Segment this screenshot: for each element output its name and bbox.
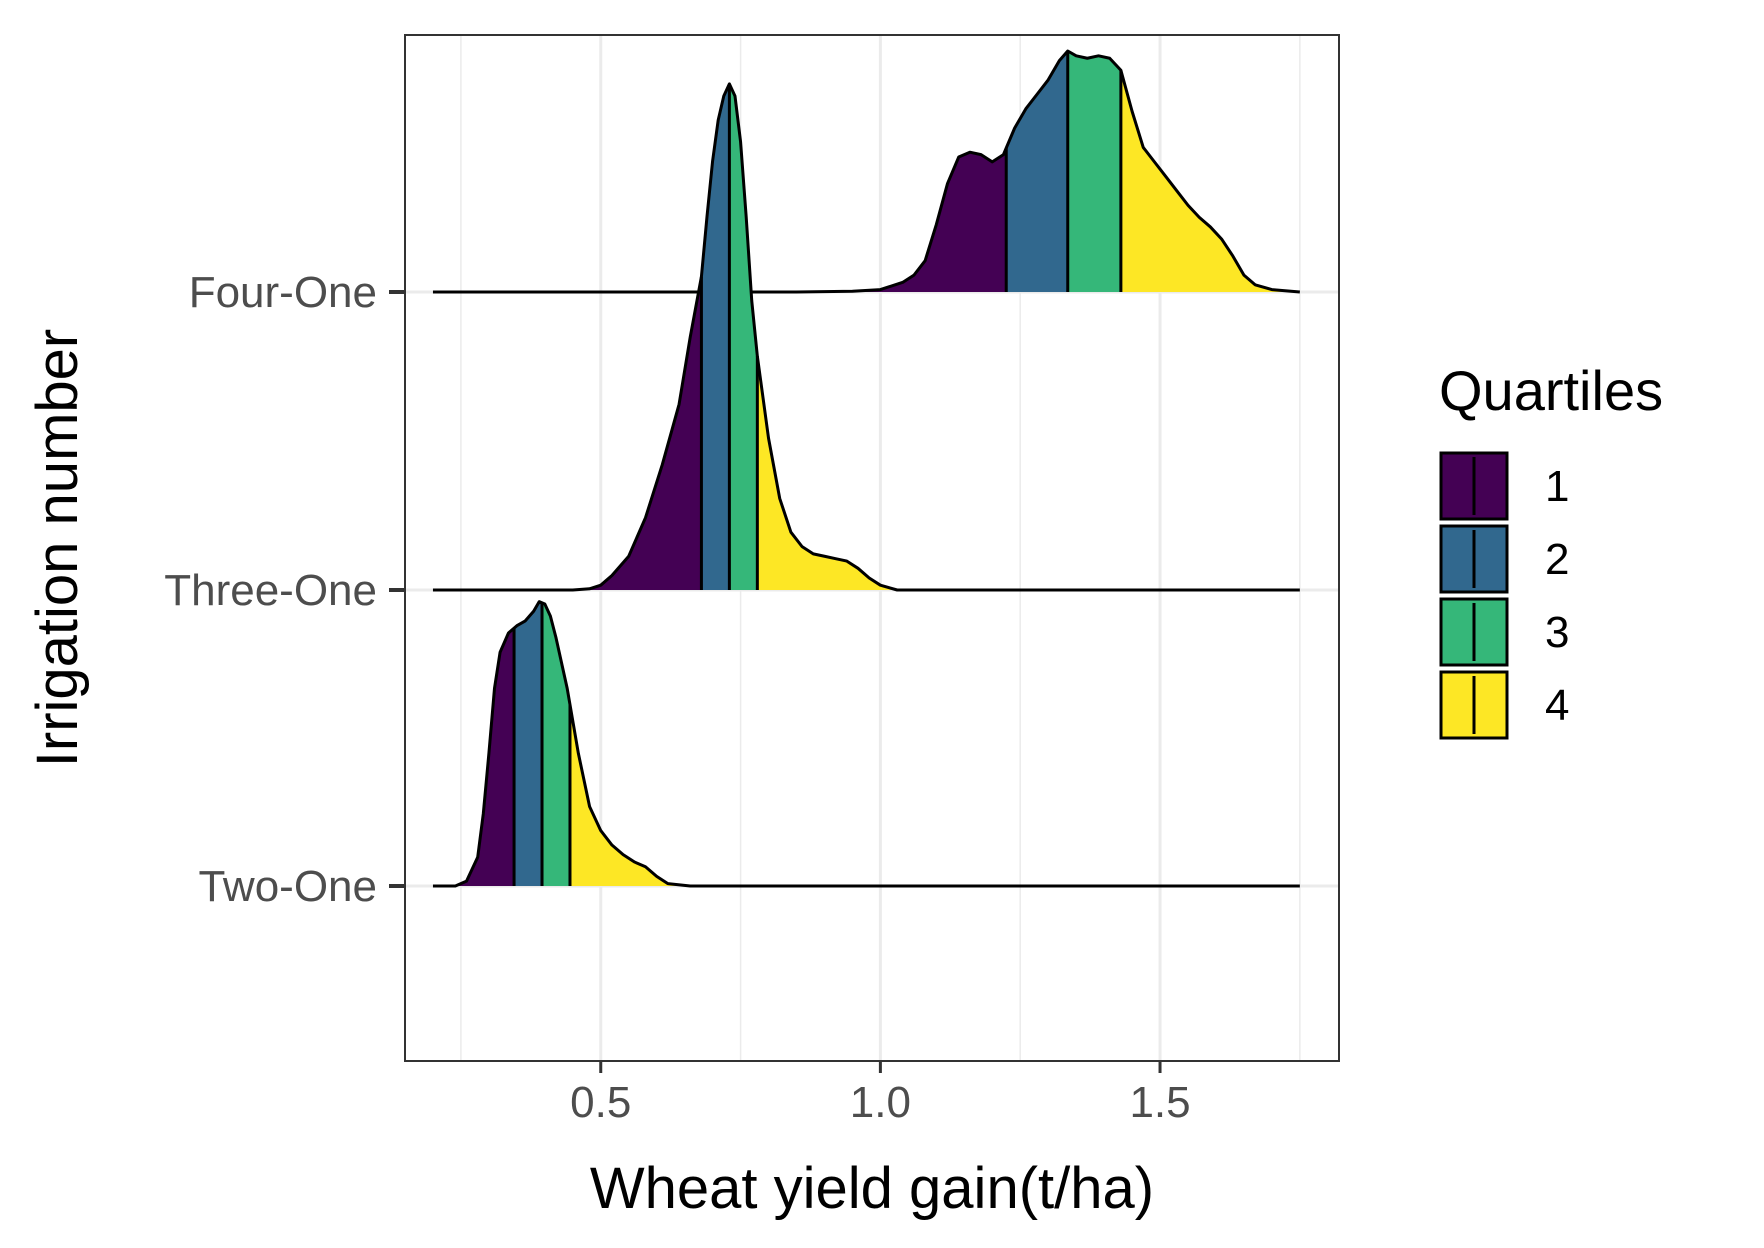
- y-tick-label: Two-One: [198, 862, 377, 911]
- legend-key-4: 4: [1439, 670, 1569, 740]
- quartile-4-area: [757, 356, 1300, 590]
- legend-key-3: 3: [1439, 597, 1569, 667]
- legend-label: 2: [1545, 535, 1569, 584]
- legend: Quartiles 1 2 3 4: [1439, 359, 1663, 740]
- y-tick-label: Three-One: [164, 566, 377, 615]
- plot-border: [404, 34, 1340, 1062]
- density-outline: [432, 600, 1300, 888]
- quartile-1-area: [432, 628, 515, 886]
- ridge-four-one: [432, 49, 1300, 294]
- quartile-4-area: [1120, 70, 1300, 292]
- quartile-2-area: [514, 601, 543, 886]
- y-axis-title: Irrigation number: [25, 329, 90, 767]
- x-tick-label: 0.5: [570, 1078, 631, 1127]
- legend-items: 1 2 3 4: [1439, 451, 1569, 740]
- density-outline: [432, 82, 1300, 592]
- quartile-3-area: [1067, 51, 1121, 292]
- quartile-1-area: [432, 276, 702, 590]
- quartile-4-area: [569, 704, 1300, 886]
- legend-key-2: 2: [1439, 524, 1569, 594]
- ridge-three-one: [432, 82, 1300, 592]
- quartile-2-area: [1006, 51, 1068, 292]
- x-tick-label: 1.0: [850, 1078, 911, 1127]
- ridge-layer: [432, 49, 1300, 888]
- legend-key-1: 1: [1439, 451, 1569, 521]
- legend-label: 4: [1545, 681, 1569, 730]
- x-axis-title: Wheat yield gain(t/ha): [590, 1156, 1154, 1221]
- y-tick-label: Four-One: [189, 268, 377, 317]
- axis-layer: 0.5 1.0 1.5 Two-One Three-One Four-One: [164, 268, 1190, 1127]
- density-outline: [432, 49, 1300, 294]
- quartile-1-area: [432, 148, 1007, 292]
- legend-label: 3: [1545, 608, 1569, 657]
- quartile-3-area: [729, 83, 758, 591]
- ridge-two-one: [432, 600, 1300, 888]
- legend-title: Quartiles: [1439, 359, 1663, 422]
- legend-label: 1: [1545, 462, 1569, 511]
- x-tick-label: 1.5: [1129, 1078, 1190, 1127]
